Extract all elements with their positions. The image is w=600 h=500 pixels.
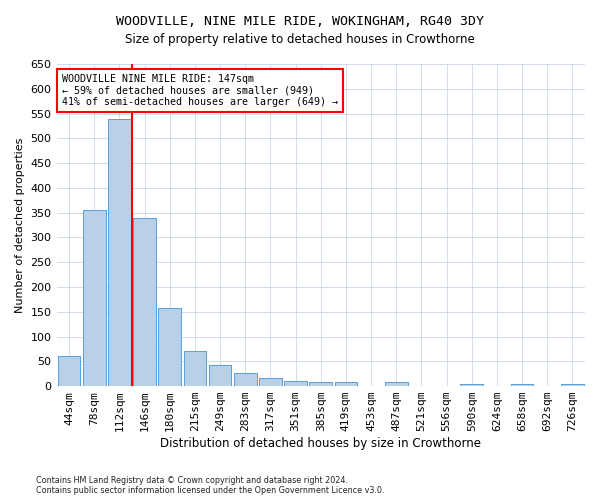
- Bar: [460, 384, 483, 386]
- Bar: [83, 210, 106, 386]
- X-axis label: Distribution of detached houses by size in Crowthorne: Distribution of detached houses by size …: [160, 437, 481, 450]
- Y-axis label: Number of detached properties: Number of detached properties: [15, 138, 25, 312]
- Bar: [561, 384, 584, 386]
- Bar: [108, 118, 131, 386]
- Text: WOODVILLE, NINE MILE RIDE, WOKINGHAM, RG40 3DY: WOODVILLE, NINE MILE RIDE, WOKINGHAM, RG…: [116, 15, 484, 28]
- Bar: [234, 373, 257, 386]
- Bar: [158, 308, 181, 386]
- Bar: [511, 384, 533, 386]
- Bar: [335, 382, 357, 386]
- Text: Contains HM Land Registry data © Crown copyright and database right 2024.
Contai: Contains HM Land Registry data © Crown c…: [36, 476, 385, 495]
- Text: WOODVILLE NINE MILE RIDE: 147sqm
← 59% of detached houses are smaller (949)
41% : WOODVILLE NINE MILE RIDE: 147sqm ← 59% o…: [62, 74, 338, 107]
- Bar: [259, 378, 282, 386]
- Bar: [58, 356, 80, 386]
- Bar: [184, 352, 206, 386]
- Bar: [209, 365, 232, 386]
- Bar: [385, 382, 407, 386]
- Bar: [310, 382, 332, 386]
- Bar: [284, 381, 307, 386]
- Bar: [133, 218, 156, 386]
- Text: Size of property relative to detached houses in Crowthorne: Size of property relative to detached ho…: [125, 32, 475, 46]
